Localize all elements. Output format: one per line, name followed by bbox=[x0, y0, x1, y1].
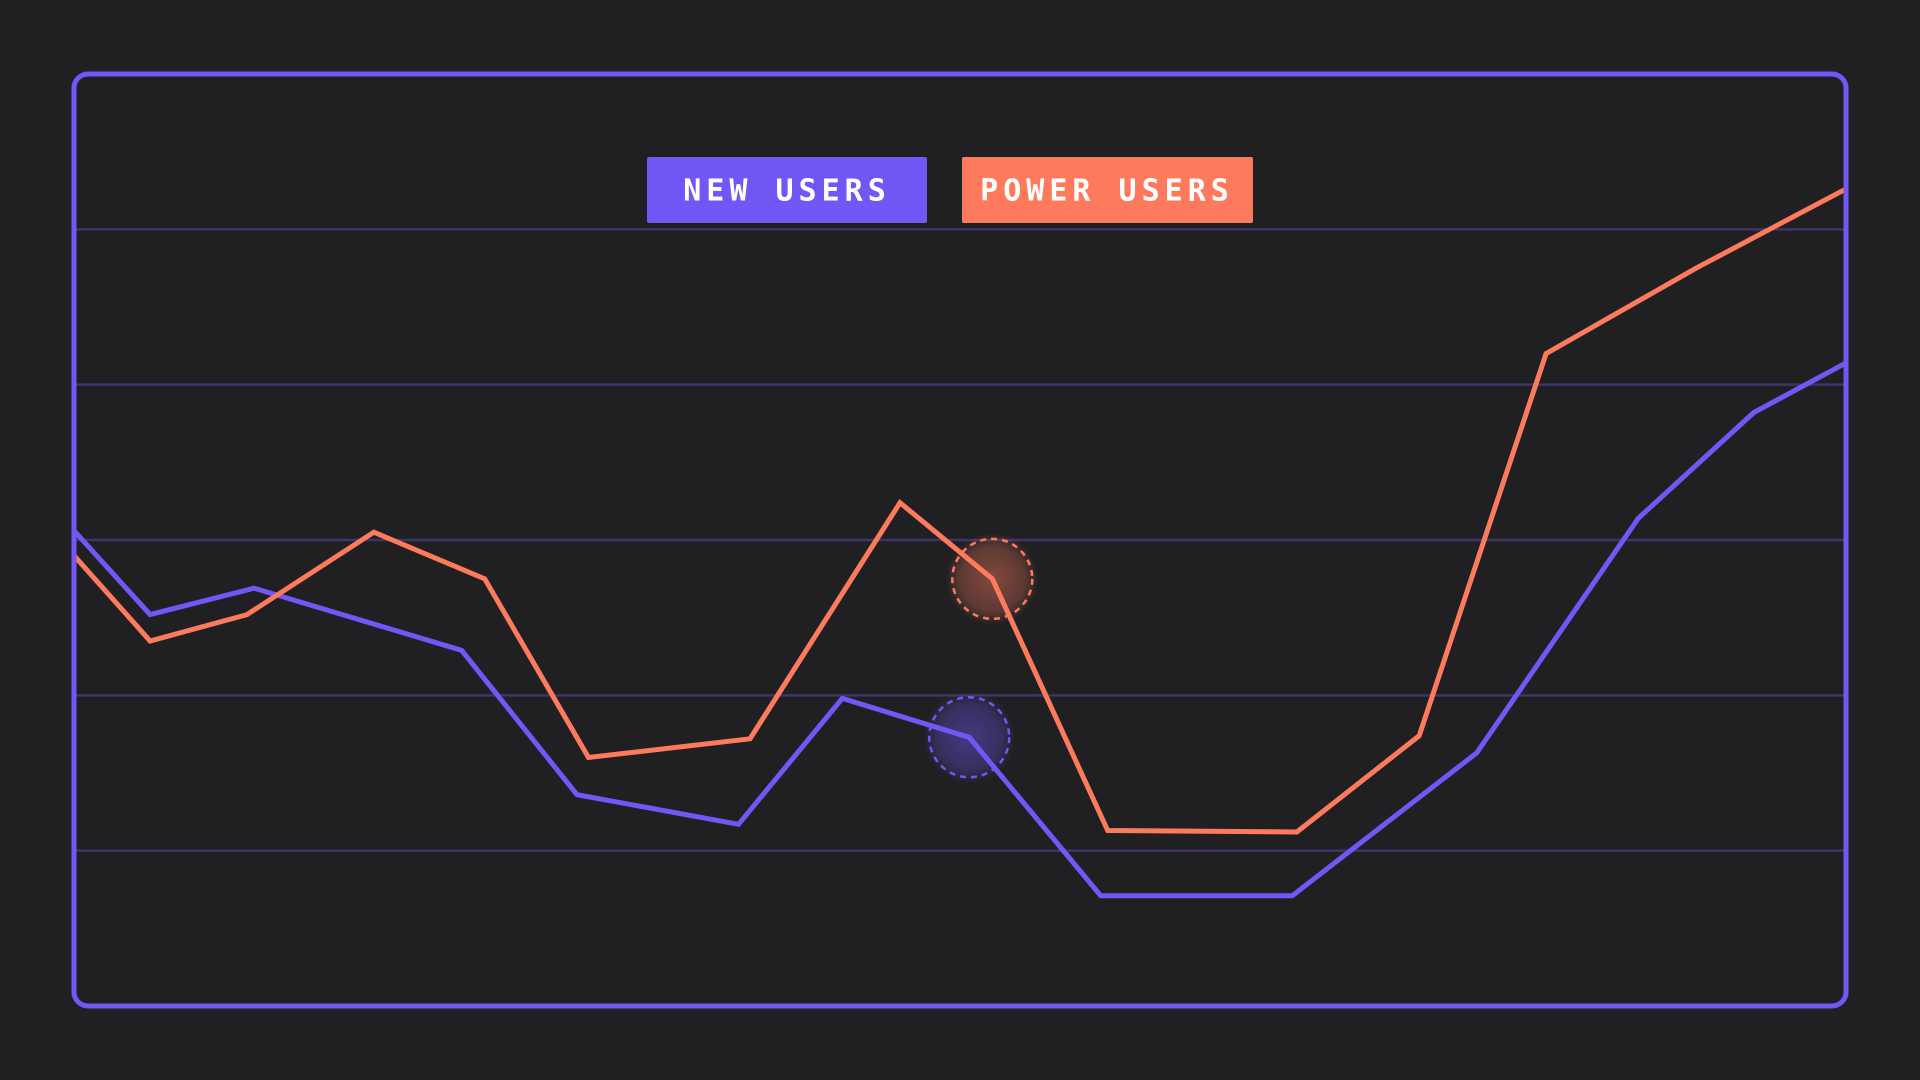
highlight-glow-power-users bbox=[946, 532, 1039, 625]
legend-label-power-users: POWER USERS bbox=[980, 174, 1234, 209]
gridlines bbox=[74, 228, 1846, 852]
legend-swatch-power-users bbox=[962, 157, 1253, 223]
series-layer bbox=[74, 186, 1846, 899]
highlight-layer bbox=[923, 532, 1039, 784]
highlight-marker-power-users[interactable] bbox=[951, 537, 1034, 621]
highlight-glow-new-users bbox=[923, 691, 1016, 784]
legend-item-new-users: NEW USERS bbox=[647, 157, 927, 223]
series-line-new-users bbox=[74, 360, 1846, 899]
chart-frame bbox=[71, 71, 1849, 1009]
series-line-power-users bbox=[74, 186, 1846, 835]
legend-label-new-users: NEW USERS bbox=[683, 174, 891, 209]
legend: NEW USERS POWER USERS bbox=[647, 157, 1253, 223]
legend-swatch-new-users bbox=[647, 157, 927, 223]
highlight-marker-new-users[interactable] bbox=[927, 696, 1011, 779]
legend-item-power-users: POWER USERS bbox=[962, 157, 1253, 223]
